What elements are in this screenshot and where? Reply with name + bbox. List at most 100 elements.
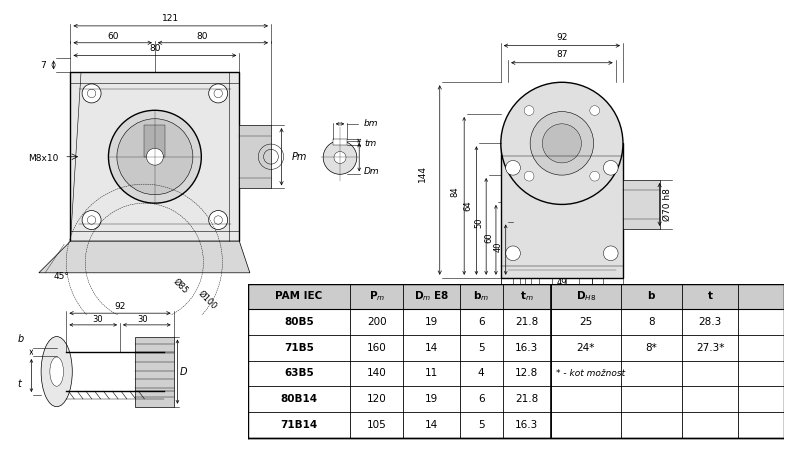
Text: 24*: 24* xyxy=(577,343,595,353)
Text: D: D xyxy=(179,367,187,377)
FancyBboxPatch shape xyxy=(248,284,784,309)
Text: 144: 144 xyxy=(418,165,427,182)
Circle shape xyxy=(209,211,228,230)
Circle shape xyxy=(603,161,618,175)
Ellipse shape xyxy=(50,357,63,386)
Text: b: b xyxy=(18,334,24,344)
Text: t$_m$: t$_m$ xyxy=(520,289,534,303)
Text: Pm: Pm xyxy=(292,152,307,162)
Text: 49: 49 xyxy=(557,278,567,287)
Text: 5: 5 xyxy=(478,420,485,430)
Text: tm: tm xyxy=(364,139,376,148)
Polygon shape xyxy=(239,125,271,189)
Text: 21.8: 21.8 xyxy=(515,394,538,404)
Polygon shape xyxy=(134,337,174,407)
Polygon shape xyxy=(70,72,239,241)
Text: 19: 19 xyxy=(425,317,438,327)
Text: 21.8: 21.8 xyxy=(515,317,538,327)
Text: 84: 84 xyxy=(450,186,459,197)
Text: 8: 8 xyxy=(648,317,654,327)
Polygon shape xyxy=(39,241,250,273)
Text: 60: 60 xyxy=(107,32,118,40)
Text: 5: 5 xyxy=(478,343,485,353)
Text: 92: 92 xyxy=(114,302,126,311)
Text: 80B5: 80B5 xyxy=(284,317,314,327)
Text: 64: 64 xyxy=(463,201,472,212)
Text: 4: 4 xyxy=(478,369,485,378)
Text: 14: 14 xyxy=(425,343,438,353)
Circle shape xyxy=(603,246,618,261)
Text: 6: 6 xyxy=(478,394,485,404)
Text: 120: 120 xyxy=(366,394,386,404)
Circle shape xyxy=(82,211,101,230)
Text: 80: 80 xyxy=(197,32,208,40)
Text: 30: 30 xyxy=(137,315,148,324)
Text: 8.5: 8.5 xyxy=(500,302,514,311)
Text: 16.3: 16.3 xyxy=(515,343,538,353)
Circle shape xyxy=(530,112,594,175)
Text: P$_m$: P$_m$ xyxy=(369,289,385,303)
Polygon shape xyxy=(144,125,166,157)
Text: 7: 7 xyxy=(40,62,46,71)
Text: 140: 140 xyxy=(366,369,386,378)
Text: t: t xyxy=(18,379,22,389)
Circle shape xyxy=(590,106,599,115)
Text: 19: 19 xyxy=(425,394,438,404)
Text: PAM IEC: PAM IEC xyxy=(275,291,322,302)
Polygon shape xyxy=(623,180,660,229)
Text: t: t xyxy=(708,291,713,302)
Circle shape xyxy=(590,171,599,181)
Text: 71B5: 71B5 xyxy=(284,343,314,353)
Text: 80: 80 xyxy=(149,44,161,53)
Text: 105: 105 xyxy=(366,420,386,430)
Text: 200: 200 xyxy=(367,317,386,327)
Text: 70: 70 xyxy=(557,302,567,311)
Text: 12.8: 12.8 xyxy=(515,369,538,378)
Text: 8*: 8* xyxy=(646,343,658,353)
Text: 92: 92 xyxy=(556,32,567,41)
Text: * - kot možnost: * - kot možnost xyxy=(556,369,626,378)
Text: 16.3: 16.3 xyxy=(515,420,538,430)
FancyBboxPatch shape xyxy=(248,309,784,438)
Text: bm: bm xyxy=(364,119,378,128)
Text: M8x10: M8x10 xyxy=(28,154,58,163)
Text: 63B5: 63B5 xyxy=(284,369,314,378)
Circle shape xyxy=(82,84,101,103)
Circle shape xyxy=(334,152,346,163)
Circle shape xyxy=(146,148,163,165)
Circle shape xyxy=(117,119,193,195)
Text: 85: 85 xyxy=(556,320,568,328)
Text: 28.3: 28.3 xyxy=(698,317,722,327)
Text: 6: 6 xyxy=(478,317,485,327)
Text: Dm: Dm xyxy=(364,167,380,176)
Polygon shape xyxy=(333,140,347,145)
Circle shape xyxy=(323,141,357,174)
Text: b$_m$: b$_m$ xyxy=(473,289,490,303)
Text: Ø85: Ø85 xyxy=(171,277,190,296)
Text: 27.3*: 27.3* xyxy=(696,343,725,353)
Polygon shape xyxy=(501,144,623,278)
Text: 50: 50 xyxy=(474,218,483,229)
Text: D$_m$ E8: D$_m$ E8 xyxy=(414,289,450,303)
Text: 40: 40 xyxy=(494,241,503,252)
Text: 14: 14 xyxy=(425,420,438,430)
Circle shape xyxy=(109,110,202,203)
Text: 160: 160 xyxy=(366,343,386,353)
Circle shape xyxy=(524,106,534,115)
Circle shape xyxy=(542,124,582,163)
Circle shape xyxy=(209,84,228,103)
Text: 45°: 45° xyxy=(54,272,70,281)
Text: 87: 87 xyxy=(556,50,568,58)
Circle shape xyxy=(501,82,623,204)
Text: 25: 25 xyxy=(579,317,592,327)
Text: 121: 121 xyxy=(162,14,179,22)
Circle shape xyxy=(506,246,520,261)
Text: Ø70 h8: Ø70 h8 xyxy=(662,188,671,221)
Text: 60: 60 xyxy=(484,233,493,243)
Text: 71B14: 71B14 xyxy=(280,420,318,430)
Ellipse shape xyxy=(41,337,72,407)
Text: 80B14: 80B14 xyxy=(280,394,318,404)
Text: D$_{H8}$: D$_{H8}$ xyxy=(575,289,596,303)
Text: Ø100: Ø100 xyxy=(197,288,218,310)
Circle shape xyxy=(506,161,520,175)
